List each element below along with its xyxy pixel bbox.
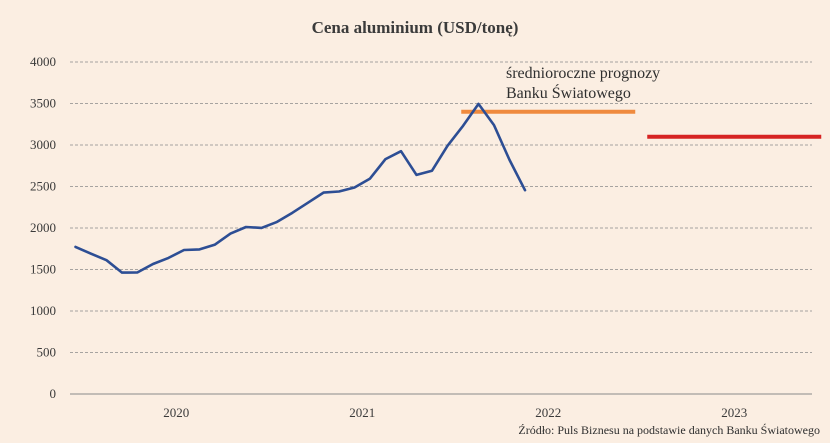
- y-tick-label: 4000: [30, 54, 56, 69]
- x-tick-label: 2023: [721, 405, 747, 420]
- x-tick-label: 2021: [349, 405, 375, 420]
- chart-title: Cena aluminium (USD/tonę): [311, 18, 519, 37]
- annotation-line-2: Banku Światowego: [506, 85, 631, 102]
- source-note: Źródło: Puls Biznesu na podstawie danych…: [518, 423, 820, 437]
- forecast-annotation: średnioroczne prognozy Banku Światowego: [506, 64, 660, 104]
- y-tick-label: 500: [37, 345, 57, 360]
- y-tick-label: 1500: [30, 262, 56, 277]
- annotation-line-1: średnioroczne prognozy: [506, 65, 661, 82]
- x-tick-label: 2020: [163, 405, 189, 420]
- y-tick-label: 2000: [30, 220, 56, 235]
- y-tick-label: 2500: [30, 179, 56, 194]
- x-tick-label: 2022: [535, 405, 561, 420]
- y-tick-label: 0: [50, 386, 57, 401]
- y-tick-label: 3000: [30, 137, 56, 152]
- price-line: [74, 102, 527, 274]
- y-tick-label: 3500: [30, 96, 56, 111]
- y-tick-label: 1000: [30, 303, 56, 318]
